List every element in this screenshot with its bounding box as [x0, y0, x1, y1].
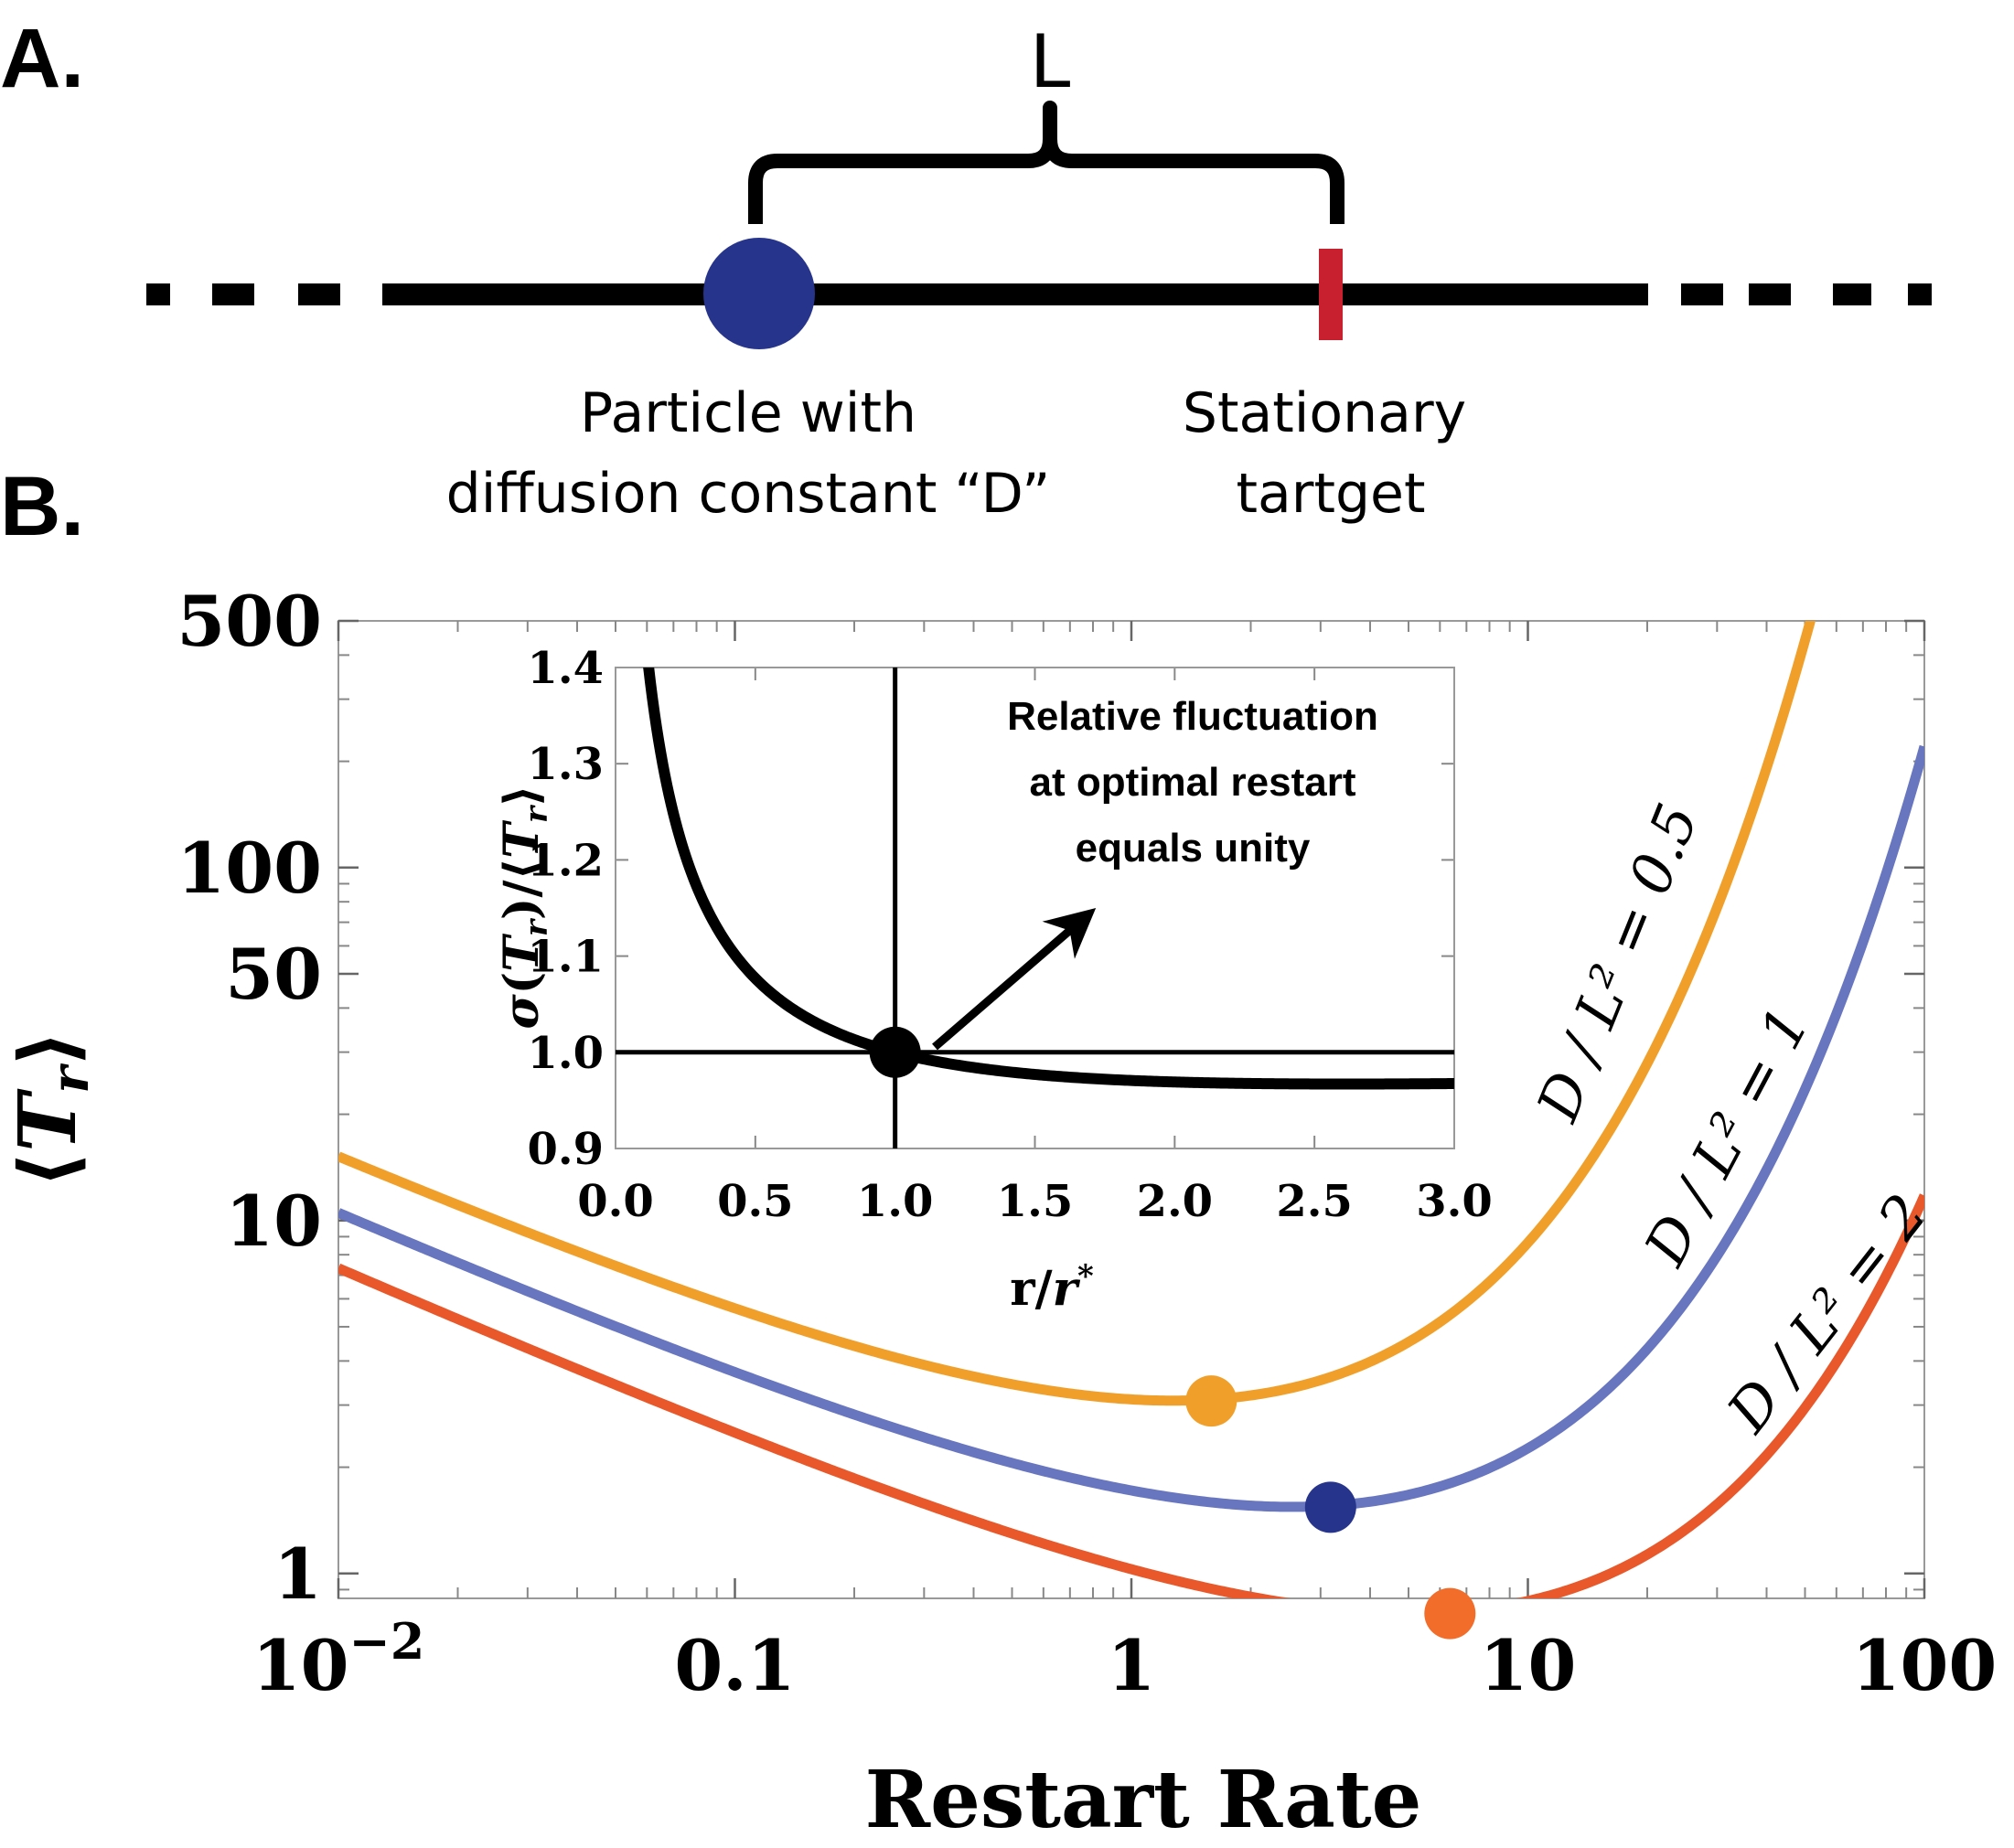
- y-tick-label: 100: [177, 828, 322, 909]
- target-label-line2: tartget: [1236, 462, 1425, 526]
- inset-x-tick-label: 0.5: [717, 1176, 794, 1227]
- x-tick-label: 0.1: [674, 1625, 795, 1706]
- particle-label-line2: diffusion constant “D”: [446, 462, 1051, 526]
- particle: [703, 238, 815, 349]
- inset-x-tick-label: 2.0: [1137, 1176, 1214, 1227]
- y-tick-label: 10: [225, 1180, 322, 1262]
- series-label-2: D / L² = 2: [1714, 1181, 1940, 1445]
- y-tick-label: 50: [225, 934, 322, 1015]
- inset-x-axis-title: r/r*: [1010, 1258, 1094, 1317]
- panel-a: A. L Particle with diffusion constant “D…: [0, 12, 1932, 526]
- series-curve-1: [338, 744, 1924, 1512]
- panel-a-label: A.: [0, 12, 84, 105]
- series-label-0: D / L² = 0.5: [1524, 795, 1711, 1131]
- x-tick-label: 100: [1852, 1625, 1998, 1706]
- inset-x-tick-label: 0.0: [577, 1176, 654, 1227]
- y-tick-label: 1: [273, 1533, 322, 1615]
- inset-x-tick-label: 2.5: [1276, 1176, 1353, 1227]
- inset: 0.0 0.5 1.0 1.5 2.0 2.5 3.0 0.9 1.0 1.1 1.2 1.3 1.4…: [494, 643, 1493, 1317]
- inset-y-tick-label: 1.4: [527, 643, 604, 694]
- inset-x-tick-label: 1.0: [857, 1176, 934, 1227]
- inset-x-tick-label: 3.0: [1416, 1176, 1493, 1227]
- optimum-marker-1: [1304, 1481, 1356, 1533]
- inset-y-tick-label: 1.0: [527, 1028, 604, 1079]
- inset-y-tick-label: 1.2: [527, 835, 604, 886]
- annotation-line2: at optimal restart: [1030, 760, 1356, 805]
- optimum-marker-0: [1185, 1375, 1237, 1427]
- main-y-tick-labels: 1 10 50 100 500: [177, 581, 322, 1615]
- dashed-line-right: [1681, 283, 1932, 305]
- inset-marker: [869, 1026, 921, 1078]
- target-label-line1: Stationary: [1183, 381, 1466, 445]
- inset-x-tick-label: 1.5: [997, 1176, 1074, 1227]
- y-tick-label: 500: [177, 581, 322, 662]
- inset-background: [616, 668, 1454, 1148]
- panel-b-label: B.: [0, 460, 84, 553]
- dashed-line-left: [146, 283, 340, 305]
- y-axis-title: ⟨Tr⟩: [2, 1031, 101, 1188]
- series-curve-0: [338, 621, 1816, 1406]
- inset-frame: [615, 667, 1455, 1149]
- x-tick-label: 10−2: [252, 1612, 425, 1706]
- annotation-line1: Relative fluctuation: [1007, 694, 1378, 739]
- main-x-tick-labels: 10−2 0.1 1 10 100: [252, 1612, 1998, 1706]
- inset-curve: [643, 668, 1454, 1090]
- distance-label: L: [1030, 19, 1071, 104]
- particle-label-line1: Particle with: [580, 381, 916, 445]
- x-tick-label: 10: [1480, 1625, 1577, 1706]
- distance-bracket: [748, 101, 1344, 224]
- main-series: [338, 621, 1924, 1598]
- inset-x-tick-labels: 0.0 0.5 1.0 1.5 2.0 2.5 3.0: [577, 1176, 1493, 1227]
- annotation-line3: equals unity: [1076, 826, 1311, 871]
- inset-y-tick-label: 1.1: [527, 932, 604, 983]
- inset-y-axis-title: σ(Tr)/⟨Tr⟩: [494, 785, 555, 1029]
- line-segment: [382, 283, 1648, 305]
- inset-marker-group: [869, 1026, 921, 1078]
- inset-y-tick-label: 0.9: [527, 1124, 604, 1175]
- optimum-marker-2: [1424, 1587, 1476, 1640]
- x-tick-label: 1: [1108, 1625, 1156, 1706]
- optimum-markers: [1185, 1375, 1476, 1640]
- series-curve-2: [338, 1193, 1924, 1598]
- inset-y-tick-label: 1.3: [527, 739, 604, 790]
- inset-y-tick-labels: 0.9 1.0 1.1 1.2 1.3 1.4: [527, 643, 604, 1175]
- x-axis-title: Restart Rate: [865, 1754, 1422, 1846]
- target-marker: [1319, 249, 1343, 340]
- annotation-arrow: [932, 907, 1097, 1051]
